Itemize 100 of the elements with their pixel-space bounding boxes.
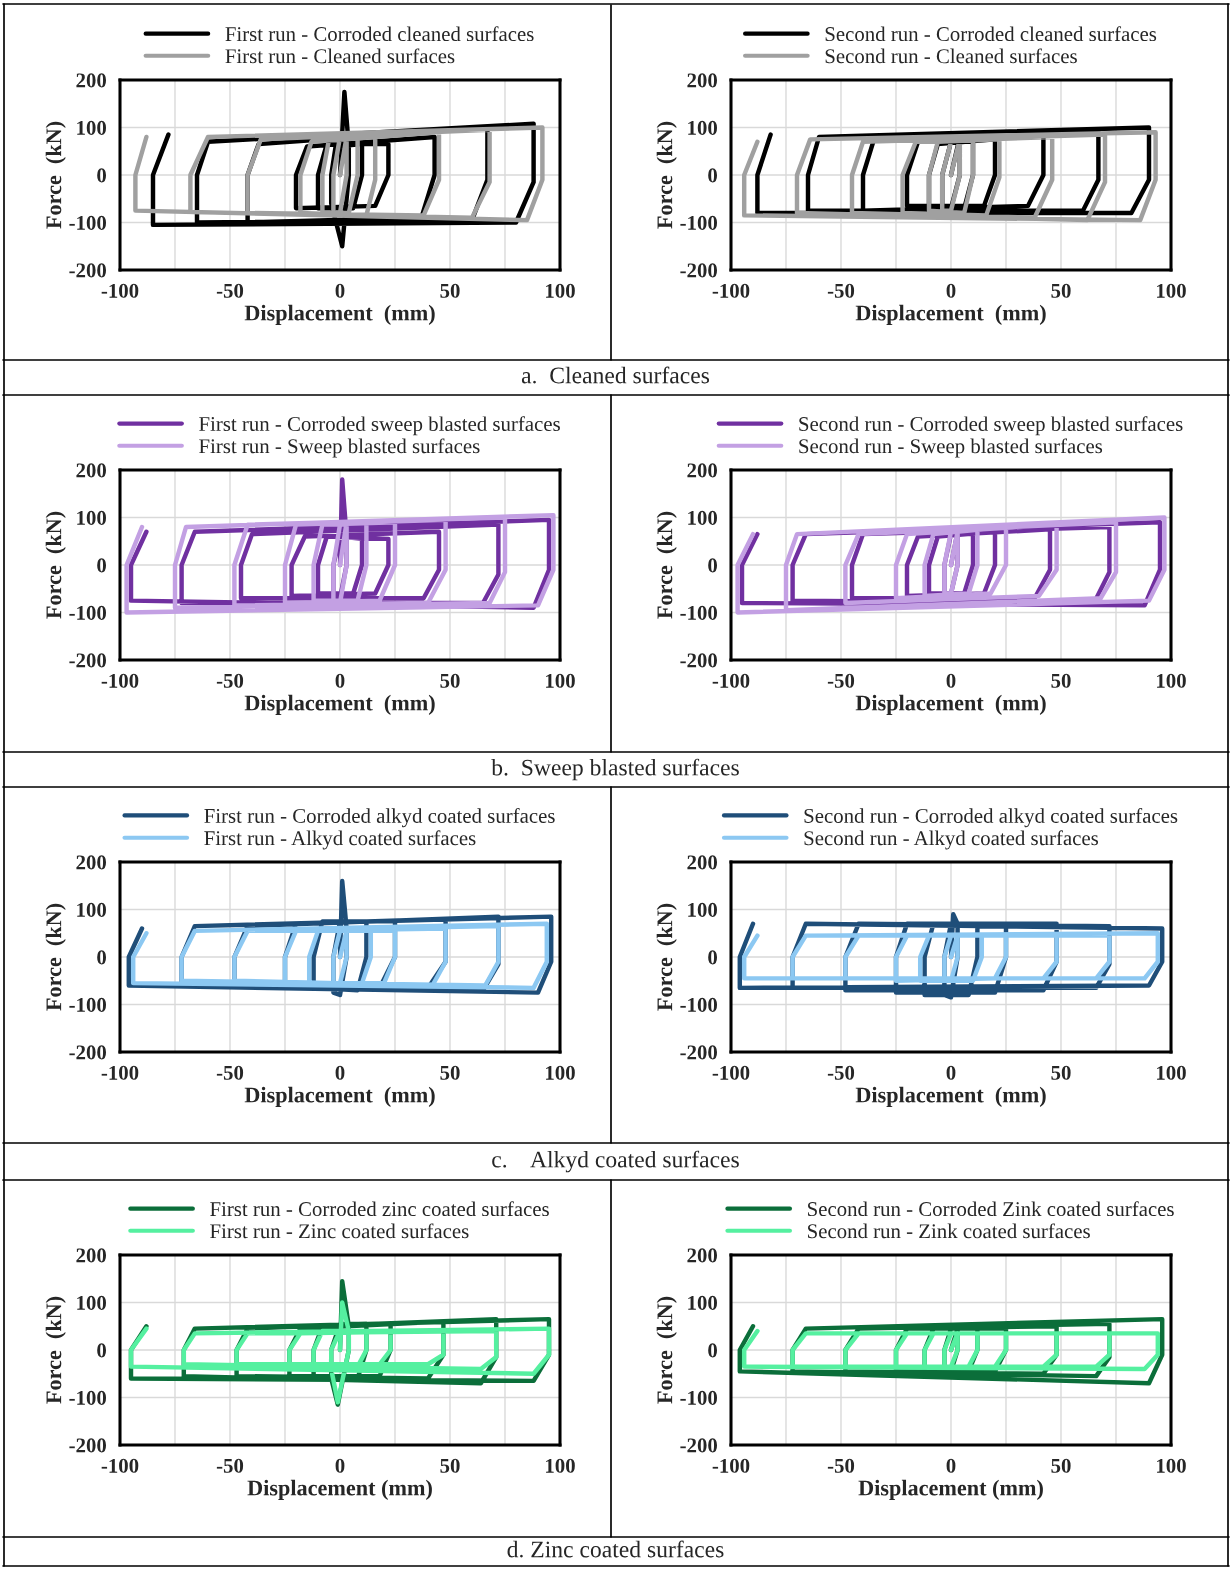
y-tick-label: 200 [687, 855, 718, 870]
x-tick-label: 50 [1051, 283, 1071, 298]
y-tick-label: -100 [69, 997, 107, 1012]
y-tick-label: -200 [69, 263, 107, 278]
legend-label: First run - Corroded alkyd coated surfaces [204, 808, 555, 828]
line-series [741, 1328, 1161, 1372]
x-tick-label: 100 [546, 1065, 575, 1080]
legend-label: First run - Cleaned surfaces [225, 48, 455, 64]
y-tick-label: 0 [97, 1343, 107, 1358]
y-axis-title: Force (kN) [656, 903, 677, 1011]
legend-label: Second run - Sweep blasted surfaces [799, 438, 1103, 458]
x-axis-title: Displacement (mm) [855, 1086, 1046, 1108]
legend-label: First run - Corroded zinc coated surfaces [210, 1201, 549, 1217]
x-axis-title: Displacement (mm) [855, 304, 1046, 326]
legend-label: Second run - Corroded cleaned surfaces [825, 26, 1157, 42]
legend-label: First run - Corroded sweep blasted surfaces [199, 416, 560, 436]
x-tick-label: 0 [335, 1065, 345, 1080]
y-tick-label: -100 [680, 997, 718, 1012]
x-tick-label: 0 [946, 1065, 956, 1080]
x-tick-label: 100 [1157, 283, 1186, 298]
x-tick-label: 0 [946, 673, 956, 688]
y-tick-label: 200 [76, 73, 107, 88]
line-series [124, 512, 556, 615]
y-tick-label: 0 [708, 950, 718, 965]
y-tick-label: -200 [69, 1438, 107, 1453]
y-tick-label: 200 [76, 463, 107, 478]
y-tick-label: 100 [77, 1295, 107, 1310]
legend-label: Second run - Corroded alkyd coated surfaces [804, 808, 1178, 828]
y-tick-label: 100 [77, 510, 107, 525]
x-tick-label: 100 [546, 1458, 575, 1473]
y-tick-label: -100 [69, 1390, 107, 1405]
y-tick-label: -100 [680, 605, 718, 620]
x-tick-label: 100 [546, 283, 575, 298]
x-axis-title: Displacement (mm) [247, 1479, 432, 1501]
y-axis-title: Force (kN) [656, 511, 677, 619]
legend-label: First run - Alkyd coated surfaces [204, 830, 476, 850]
y-tick-label: 0 [97, 168, 107, 183]
y-tick-label: 200 [687, 73, 718, 88]
x-tick-label: 0 [335, 1458, 345, 1473]
legend-label: Second run - Corroded sweep blasted surfaces [799, 416, 1183, 436]
y-tick-label: -100 [680, 1390, 718, 1405]
y-tick-label: 200 [687, 1248, 718, 1263]
y-tick-label: 100 [77, 120, 107, 135]
x-tick-label: 50 [440, 283, 460, 298]
text: d. Zinc coated surfaces [507, 1540, 724, 1558]
y-tick-label: 0 [708, 1343, 718, 1358]
legend-label: First run - Zinc coated surfaces [210, 1223, 469, 1239]
x-axis-title: Displacement (mm) [244, 304, 435, 326]
line-series [130, 921, 550, 991]
y-tick-label: 0 [97, 950, 107, 965]
y-tick-label: 0 [708, 558, 718, 573]
y-tick-label: -200 [69, 1045, 107, 1060]
legend-label: Second run - Cleaned surfaces [825, 48, 1077, 64]
x-axis-title: Displacement (mm) [855, 694, 1046, 716]
y-axis-title: Force (kN) [656, 1296, 677, 1404]
y-tick-label: 100 [688, 1295, 718, 1310]
y-tick-label: 0 [97, 558, 107, 573]
y-tick-label: 100 [688, 510, 718, 525]
y-tick-label: 100 [688, 120, 718, 135]
x-tick-label: 50 [440, 1458, 460, 1473]
y-tick-label: 100 [77, 902, 107, 917]
x-tick-label: 0 [335, 673, 345, 688]
x-tick-label: 50 [440, 1065, 460, 1080]
x-tick-label: 50 [1051, 673, 1071, 688]
x-tick-label: 50 [440, 673, 460, 688]
x-tick-label: -50 [827, 1065, 855, 1080]
y-tick-label: -100 [69, 215, 107, 230]
x-tick-label: -50 [216, 1065, 244, 1080]
y-tick-label: -200 [680, 1045, 718, 1060]
text: a. Cleaned surfaces [521, 366, 710, 384]
y-tick-label: -200 [69, 653, 107, 668]
x-tick-label: 100 [1157, 673, 1186, 688]
x-tick-label: 50 [1051, 1065, 1071, 1080]
x-axis-title: Displacement (mm) [858, 1479, 1043, 1501]
x-tick-label: 0 [946, 283, 956, 298]
x-tick-label: -50 [216, 283, 244, 298]
legend-label: First run - Corroded cleaned surfaces [225, 26, 534, 42]
x-tick-label: 100 [546, 673, 575, 688]
x-tick-label: 0 [946, 1458, 956, 1473]
y-tick-label: 0 [708, 168, 718, 183]
text: c. Alkyd coated surfaces [492, 1150, 739, 1173]
x-tick-label: -50 [827, 673, 855, 688]
x-tick-label: -50 [827, 283, 855, 298]
x-tick-label: 100 [1157, 1458, 1186, 1473]
line-series [741, 130, 1158, 223]
y-axis-title: Force (kN) [45, 121, 66, 229]
y-tick-label: 200 [76, 1248, 107, 1263]
y-tick-label: -100 [69, 605, 107, 620]
line-series [133, 125, 545, 223]
x-axis-title: Displacement (mm) [244, 694, 435, 716]
legend-label: First run - Sweep blasted surfaces [199, 438, 480, 458]
text: b. Sweep blasted surfaces [491, 758, 739, 781]
y-tick-label: -200 [680, 263, 718, 278]
x-tick-label: 50 [1051, 1458, 1071, 1473]
y-axis-title: Force (kN) [45, 903, 66, 1011]
x-tick-label: 0 [335, 283, 345, 298]
legend-label: Second run - Alkyd coated surfaces [804, 830, 1099, 850]
y-tick-label: -200 [680, 653, 718, 668]
legend-label: Second run - Corroded Zink coated surfaces [808, 1201, 1174, 1217]
y-axis-title: Force (kN) [45, 1296, 66, 1404]
